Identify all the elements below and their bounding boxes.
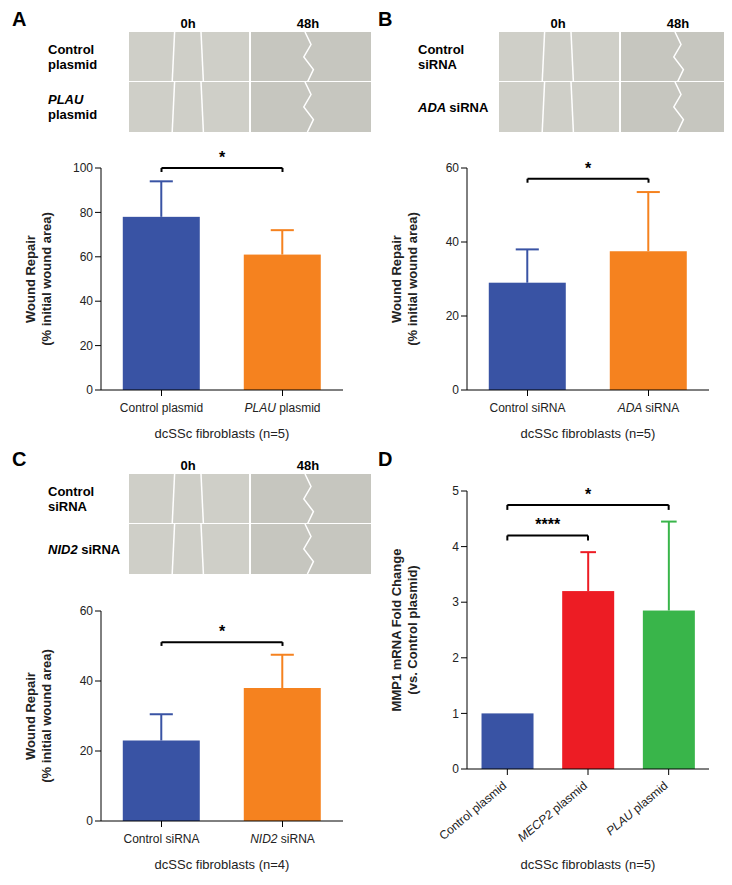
html-text:48h: 48h [296,16,320,31]
svg-text:2: 2 [452,651,459,665]
html-text:PLAU: PLAU [48,92,84,107]
svg-text:5: 5 [452,484,459,498]
html-text:0h: 0h [180,16,196,31]
svg-text:0: 0 [452,383,459,397]
html-text:plasmid: plasmid [48,57,98,72]
svg-text:dcSSc fibroblasts (n=5): dcSSc fibroblasts (n=5) [155,426,290,441]
html-text:48h: 48h [666,16,690,31]
svg-text:Control plasmid: Control plasmid [120,401,203,415]
svg-text:ADA siRNA: ADA siRNA [617,401,680,415]
html-text:A: A [12,8,27,30]
svg-text:0: 0 [86,814,93,828]
svg-text:MMP1 mRNA Fold Change(vs. Cont: MMP1 mRNA Fold Change(vs. Control plasmi… [389,549,420,712]
html-text:NID2 siRNA: NID2 siRNA [48,541,121,557]
svg-text:3: 3 [452,595,459,609]
svg-text:PLAU plasmid: PLAU plasmid [244,401,320,415]
svg-text:Wound Repair(% initial wound a: Wound Repair(% initial wound area) [389,212,420,346]
svg-text:0: 0 [452,762,459,776]
html-text:B: B [378,8,393,30]
html-text:Control: Control [48,42,95,57]
svg-text:20: 20 [80,744,94,758]
svg-text:MECP2 plasmid: MECP2 plasmid [515,779,590,845]
svg-text:*: * [585,486,592,503]
html-text:0h: 0h [180,458,196,473]
svg-text:dcSSc fibroblasts (n=5): dcSSc fibroblasts (n=5) [521,426,656,441]
html-text:siRNA: siRNA [418,57,457,72]
svg-text:80: 80 [80,206,94,220]
svg-text:PLAU plasmid: PLAU plasmid [603,779,670,839]
svg-text:****: **** [535,516,561,533]
svg-text:NID2 siRNA: NID2 siRNA [250,832,315,846]
svg-text:*: * [219,623,226,640]
svg-text:dcSSc fibroblasts (n=5): dcSSc fibroblasts (n=5) [521,857,656,872]
svg-text:Wound Repair(% initial wound a: Wound Repair(% initial wound area) [23,212,54,346]
svg-text:20: 20 [446,309,460,323]
html-text:C: C [12,448,27,470]
svg-text:60: 60 [446,161,460,175]
svg-text:Wound Repair(% initial wound a: Wound Repair(% initial wound area) [23,649,54,783]
svg-text:60: 60 [80,604,94,618]
html-text:siRNA: siRNA [48,499,87,514]
html-text:D: D [378,448,393,470]
html-text:Control: Control [418,42,465,57]
svg-text:0: 0 [86,383,93,397]
svg-text:4: 4 [452,540,459,554]
svg-text:1: 1 [452,707,459,721]
svg-text:40: 40 [80,674,94,688]
svg-text:40: 40 [446,235,460,249]
svg-text:40: 40 [80,294,94,308]
svg-text:Control plasmid: Control plasmid [436,779,509,843]
html-text:0h: 0h [550,16,566,31]
svg-text:*: * [219,149,226,166]
html-text:48h: 48h [296,458,320,473]
svg-text:60: 60 [80,250,94,264]
html-text:plasmid: plasmid [48,107,98,122]
svg-text:Control siRNA: Control siRNA [123,832,199,846]
html-text:Control: Control [48,484,95,499]
html-text:ADA siRNA: ADA siRNA [418,99,489,115]
svg-text:20: 20 [80,339,94,353]
svg-text:*: * [585,160,592,177]
svg-text:dcSSc fibroblasts (n=4): dcSSc fibroblasts (n=4) [155,857,290,872]
svg-text:Control siRNA: Control siRNA [489,401,565,415]
svg-text:100: 100 [73,161,93,175]
